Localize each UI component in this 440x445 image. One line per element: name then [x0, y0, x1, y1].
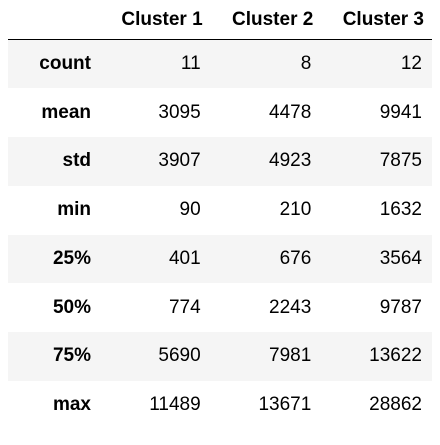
table-cell: 11 — [180, 53, 201, 75]
table-cell: 12 — [400, 53, 422, 75]
table-cell: 3564 — [379, 247, 422, 269]
table-row: 25% 401 676 3564 — [8, 234, 432, 284]
table-row: std 3907 4923 7875 — [8, 137, 432, 186]
column-header-cluster-1: Cluster 1 — [100, 0, 211, 40]
table-row: count 11 8 12 — [8, 39, 432, 89]
table-cell: 9787 — [379, 296, 422, 318]
table-cell: 8 — [300, 53, 312, 75]
row-label: 25% — [52, 247, 91, 269]
table-cell: 28862 — [369, 394, 422, 416]
corner-header — [8, 0, 100, 40]
table-cell: 2243 — [269, 296, 312, 318]
cluster-stats-table: Cluster 1 Cluster 2 Cluster 3 count 11 8… — [8, 0, 432, 430]
table-row: 75% 5690 7981 13622 — [8, 332, 432, 381]
table-header: Cluster 1 Cluster 2 Cluster 3 — [8, 0, 432, 40]
row-label: max — [52, 394, 91, 416]
table-cell: 3907 — [158, 150, 201, 172]
table-cell: 774 — [168, 296, 201, 318]
table-cell: 11489 — [149, 394, 201, 416]
row-label: min — [57, 199, 91, 221]
row-label: mean — [41, 101, 91, 123]
table-row: min 90 210 1632 — [8, 186, 432, 235]
table-cell: 401 — [168, 247, 201, 269]
table-cell: 4478 — [269, 101, 312, 123]
table-cell: 13622 — [369, 345, 422, 367]
table-cell: 7981 — [269, 345, 312, 367]
table-cell: 210 — [279, 199, 312, 221]
table-cell: 676 — [279, 247, 312, 269]
table-cell: 3095 — [158, 101, 201, 123]
column-header-cluster-3: Cluster 3 — [321, 0, 432, 40]
table-cell: 13671 — [258, 394, 312, 416]
table-cell: 5690 — [158, 345, 201, 367]
column-header-cluster-2: Cluster 2 — [210, 0, 322, 40]
row-label: 75% — [52, 345, 91, 367]
table-row: mean 3095 4478 9941 — [8, 88, 432, 137]
row-label: 50% — [52, 296, 91, 318]
table-cell: 4923 — [269, 150, 312, 172]
table-row: 50% 774 2243 9787 — [8, 283, 432, 332]
table-body: count 11 8 12 mean 3095 4478 9941 std 39… — [8, 39, 432, 430]
header-row: Cluster 1 Cluster 2 Cluster 3 — [8, 0, 432, 40]
table-cell: 1632 — [379, 199, 422, 221]
row-label: count — [39, 53, 91, 75]
table-row: max 11489 13671 28862 — [8, 381, 432, 430]
table-cell: 7875 — [379, 150, 422, 172]
row-label: std — [62, 150, 92, 172]
table-cell: 90 — [179, 199, 201, 221]
table-cell: 9941 — [379, 101, 422, 123]
